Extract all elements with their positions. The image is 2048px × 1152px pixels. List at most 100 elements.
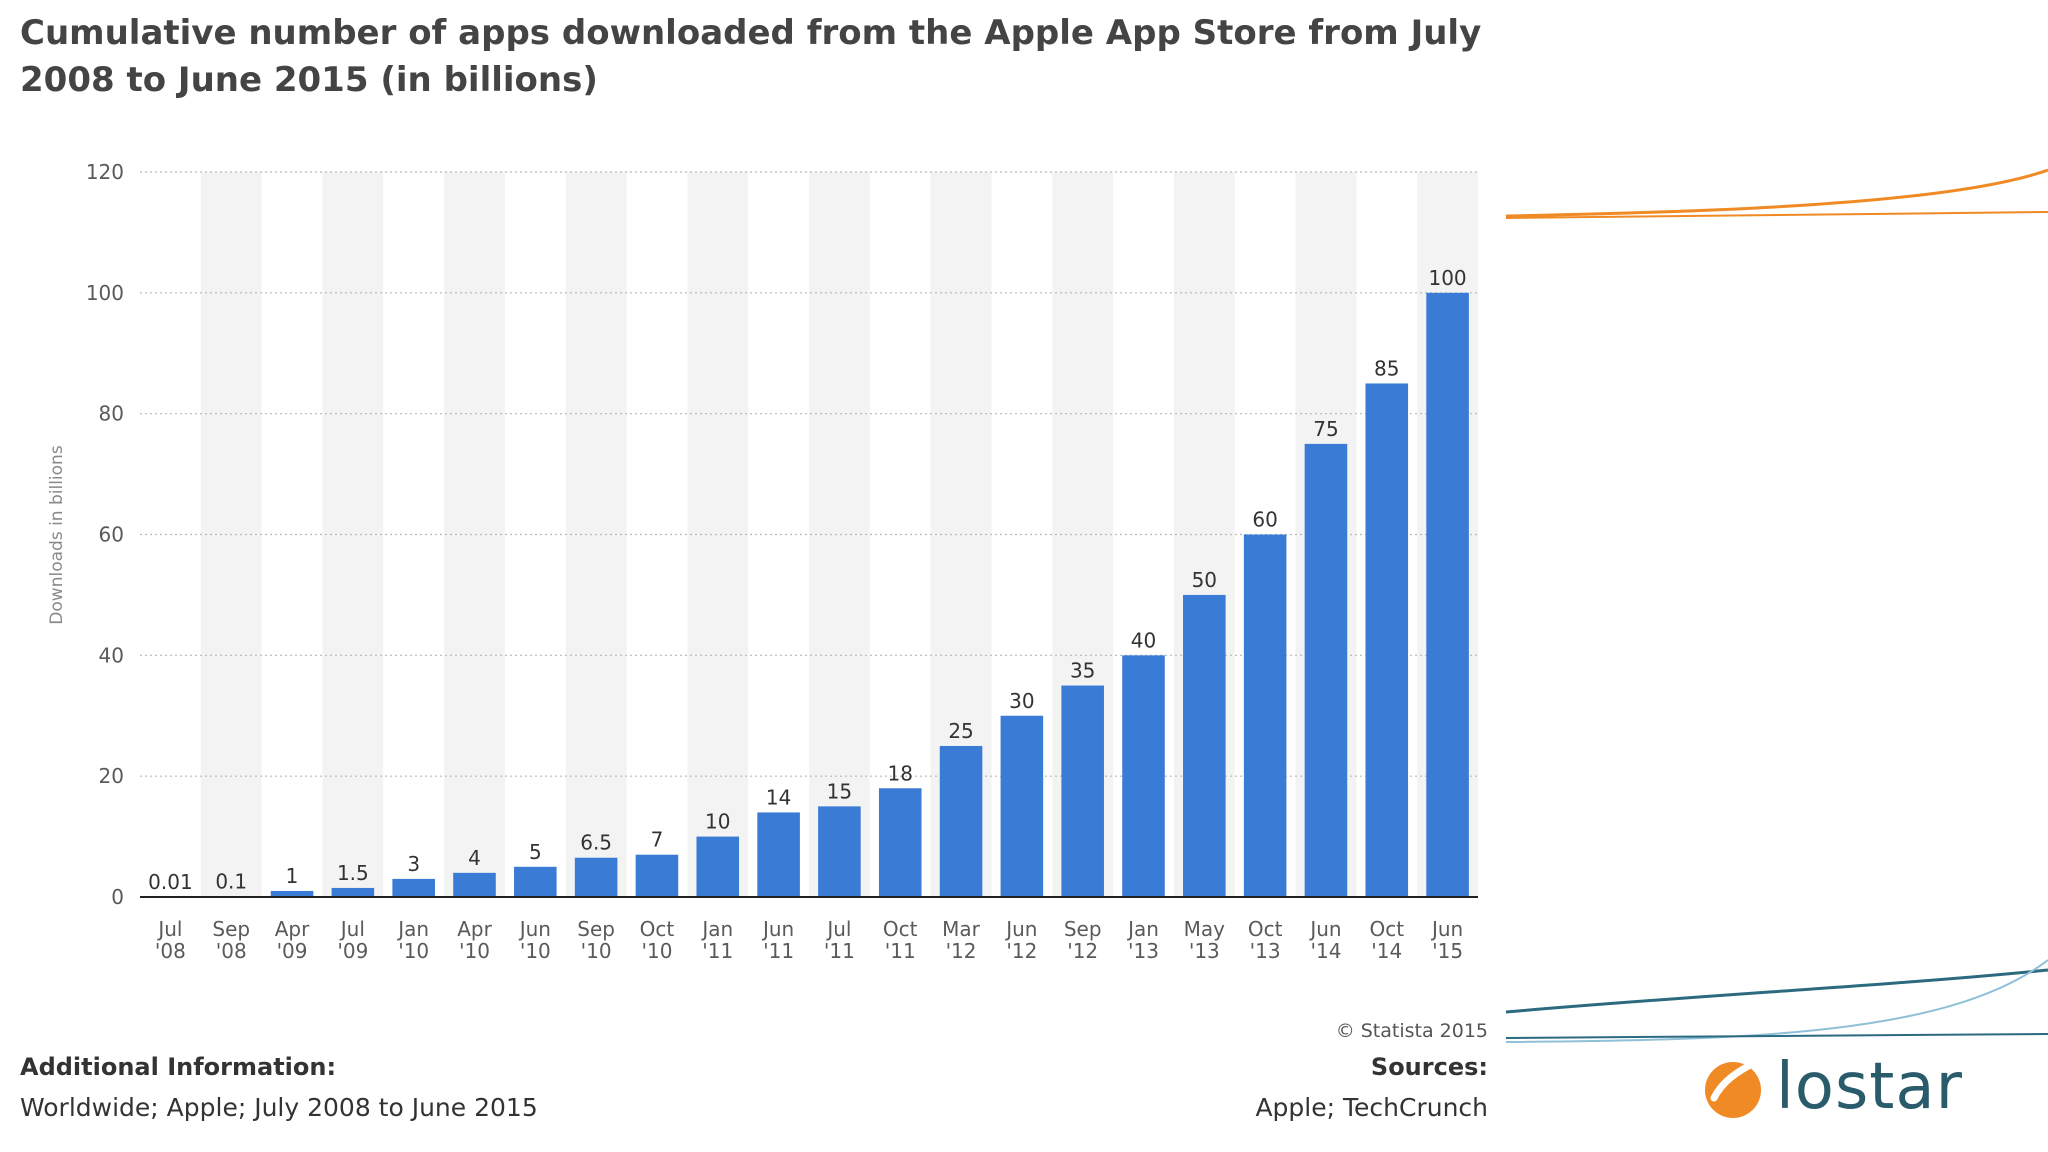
x-tick-month: Jun <box>1430 917 1463 941</box>
x-tick-month: Jan <box>396 917 429 941</box>
data-label: 0.01 <box>148 870 193 894</box>
statista-credit: © Statista 2015 <box>1335 1020 1488 1042</box>
data-label: 25 <box>948 719 973 743</box>
x-tick-month: Jul <box>339 917 365 941</box>
data-label: 100 <box>1428 266 1466 290</box>
lostar-swoosh-icon <box>1705 1058 1761 1118</box>
additional-info-heading: Additional Information: <box>20 1053 337 1081</box>
x-tick-year: '13 <box>1189 939 1220 963</box>
data-label: 0.1 <box>215 869 247 893</box>
y-axis-ticks: 0 20 40 60 80 100 120 <box>86 160 124 909</box>
bar <box>818 806 861 897</box>
x-tick-year: '14 <box>1310 939 1341 963</box>
x-tick-year: '10 <box>581 939 612 963</box>
column-band <box>322 172 384 897</box>
x-tick-year: '11 <box>885 939 916 963</box>
x-tick-year: '10 <box>641 939 672 963</box>
data-label: 1.5 <box>337 861 369 885</box>
x-tick-month: Oct <box>640 917 675 941</box>
x-tick-month: Sep <box>577 917 615 941</box>
teal-swoosh-flat <box>1505 1033 2048 1039</box>
data-label: 30 <box>1009 689 1034 713</box>
data-label: 18 <box>888 761 913 785</box>
data-label: 60 <box>1252 508 1277 532</box>
data-label: 1 <box>286 864 299 888</box>
x-tick-month: Jun <box>518 917 551 941</box>
x-tick-year: '12 <box>946 939 977 963</box>
y-tick-label: 100 <box>86 281 124 305</box>
bar <box>331 887 375 897</box>
x-tick-month: Sep <box>1064 917 1102 941</box>
y-tick-label: 0 <box>111 885 124 909</box>
x-tick-month: Jun <box>1004 917 1037 941</box>
logo-text: lostar <box>1776 1050 1963 1124</box>
bar <box>878 788 922 897</box>
data-label: 35 <box>1070 659 1095 683</box>
decorative-swooshes <box>1505 168 2048 1043</box>
bar <box>696 836 740 897</box>
x-tick-month: Apr <box>457 917 492 941</box>
data-label: 75 <box>1313 417 1338 441</box>
bar <box>1122 655 1165 897</box>
bar <box>1061 685 1104 897</box>
x-tick-month: Jun <box>1308 917 1341 941</box>
data-label: 5 <box>529 840 542 864</box>
y-tick-label: 20 <box>99 764 124 788</box>
x-tick-month: Oct <box>1248 917 1283 941</box>
bar <box>1000 715 1044 897</box>
x-tick-year: '11 <box>824 939 855 963</box>
data-label: 3 <box>407 852 420 876</box>
x-tick-year: '08 <box>155 939 186 963</box>
x-tick-year: '10 <box>520 939 551 963</box>
column-band <box>687 172 749 897</box>
x-tick-month: Jun <box>761 917 794 941</box>
x-tick-month: Jan <box>700 917 733 941</box>
x-tick-year: '10 <box>459 939 490 963</box>
y-axis-label: Downloads in billions <box>47 445 67 625</box>
bar <box>270 890 314 897</box>
bar <box>1304 443 1348 897</box>
data-label: 85 <box>1374 356 1399 380</box>
bar <box>1243 534 1287 897</box>
data-label: 4 <box>468 846 481 870</box>
x-tick-year: '11 <box>763 939 794 963</box>
x-tick-month: Sep <box>212 917 250 941</box>
x-tick-year: '14 <box>1371 939 1402 963</box>
x-tick-month: Jan <box>1126 917 1159 941</box>
data-label: 7 <box>651 828 664 852</box>
x-tick-month: Oct <box>883 917 918 941</box>
x-tick-year: '08 <box>216 939 247 963</box>
data-label: 40 <box>1131 628 1156 652</box>
x-tick-month: Apr <box>275 917 310 941</box>
x-tick-month: Jul <box>156 917 182 941</box>
bar <box>453 872 496 897</box>
data-label: 10 <box>705 810 730 834</box>
bar <box>1426 292 1469 897</box>
x-axis-ticks: Jul'08Sep'08Apr'09Jul'09Jan'10Apr'10Jun'… <box>155 917 1463 963</box>
teal-swoosh-light <box>1505 959 2048 1043</box>
y-tick-label: 60 <box>99 523 124 547</box>
x-tick-year: '09 <box>337 939 368 963</box>
x-tick-year: '15 <box>1432 939 1463 963</box>
x-tick-month: Jul <box>825 917 851 941</box>
bar <box>514 866 557 897</box>
orange-swoosh <box>1505 168 2048 218</box>
y-tick-label: 80 <box>99 402 124 426</box>
x-tick-year: '10 <box>398 939 429 963</box>
x-tick-year: '12 <box>1067 939 1098 963</box>
x-tick-year: '13 <box>1250 939 1281 963</box>
column-band <box>809 172 870 897</box>
additional-info-text: Worldwide; Apple; July 2008 to June 2015 <box>20 1093 538 1122</box>
x-tick-year: '13 <box>1128 939 1159 963</box>
data-label: 6.5 <box>580 831 612 855</box>
y-tick-label: 120 <box>86 160 124 184</box>
data-label: 15 <box>827 779 852 803</box>
y-tick-label: 40 <box>99 643 124 667</box>
x-tick-year: '09 <box>277 939 308 963</box>
chart-title: Cumulative number of apps downloaded fro… <box>20 13 1482 100</box>
x-tick-month: Mar <box>942 917 981 941</box>
bar <box>1183 594 1226 897</box>
bar <box>392 878 435 897</box>
x-tick-month: May <box>1184 917 1226 941</box>
